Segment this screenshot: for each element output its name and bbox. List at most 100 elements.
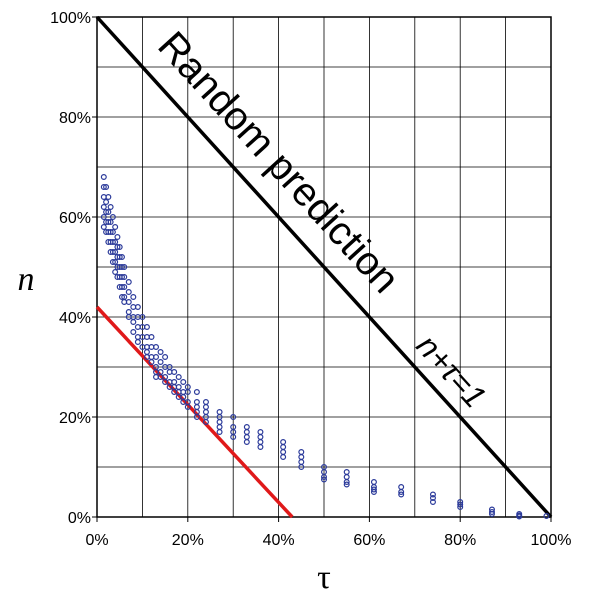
- scatter-point: [180, 379, 187, 386]
- scatter-point: [107, 204, 114, 211]
- scatter-point: [298, 464, 305, 471]
- scatter-point: [343, 474, 350, 481]
- y-tick-label: 100%: [50, 10, 91, 27]
- scatter-point: [107, 219, 114, 226]
- scatter-point: [202, 409, 209, 416]
- scatter-point: [134, 339, 141, 346]
- scatter-point: [202, 399, 209, 406]
- scatter-point: [118, 264, 125, 271]
- scatter-point: [118, 254, 125, 261]
- scatter-point: [398, 484, 405, 491]
- scatter-point: [298, 459, 305, 466]
- scatter-point: [457, 501, 464, 508]
- scatter-point: [134, 304, 141, 311]
- scatter-point: [257, 429, 264, 436]
- scatter-point: [243, 439, 250, 446]
- scatter-point: [107, 229, 114, 236]
- x-tick-label: 100%: [531, 532, 572, 549]
- scatter-point: [429, 495, 436, 502]
- scatter-points: [100, 174, 550, 520]
- scatter-point: [216, 419, 223, 426]
- scatter-point: [243, 424, 250, 431]
- scatter-point: [112, 249, 119, 256]
- scatter-point: [109, 214, 116, 221]
- scatter-point: [114, 234, 121, 241]
- scatter-point: [105, 219, 112, 226]
- x-tick-label: 40%: [263, 532, 295, 549]
- scatter-point: [488, 511, 495, 518]
- scatter-point: [130, 294, 137, 301]
- scatter-point: [202, 419, 209, 426]
- scatter-point: [130, 319, 137, 326]
- scatter-point: [343, 479, 350, 486]
- scatter-point: [171, 369, 178, 376]
- scatter-point: [321, 474, 328, 481]
- scatter-point: [429, 491, 436, 498]
- scatter-point: [125, 279, 132, 286]
- scatter-point: [280, 439, 287, 446]
- scatter-point: [488, 509, 495, 516]
- scatter-point: [103, 184, 110, 191]
- scatter-point: [103, 199, 110, 206]
- scatter-point: [280, 449, 287, 456]
- random-prediction-line: [95, 15, 553, 519]
- scatter-point: [193, 389, 200, 396]
- scatter-point: [105, 209, 112, 216]
- scatter-point: [193, 414, 200, 421]
- scatter-point: [121, 284, 128, 291]
- scatter-point: [125, 299, 132, 306]
- scatter-point: [100, 174, 107, 181]
- scatter-point: [114, 244, 121, 251]
- scatter-point: [193, 404, 200, 411]
- scatter-point: [105, 194, 112, 201]
- x-axis-label: τ: [317, 559, 331, 596]
- scatter-point: [157, 359, 164, 366]
- scatter-point: [121, 264, 128, 271]
- scatter-point: [153, 344, 160, 351]
- scatter-point: [321, 476, 328, 483]
- scatter-point: [184, 389, 191, 396]
- scatter-point: [118, 274, 125, 281]
- scatter-point: [230, 434, 237, 441]
- annotation-formula: n+τ=1: [410, 328, 494, 415]
- scatter-point: [112, 269, 119, 276]
- scatter-point: [143, 349, 150, 356]
- scatter-point: [398, 491, 405, 498]
- scatter-point: [116, 254, 123, 261]
- scatter-point: [148, 334, 155, 341]
- scatter-point: [109, 229, 116, 236]
- scatter-point: [370, 479, 377, 486]
- scatter-point: [109, 239, 116, 246]
- scatter-point: [112, 224, 119, 231]
- scatter-point: [175, 374, 182, 381]
- scatter-point: [125, 309, 132, 316]
- scatter-point: [280, 444, 287, 451]
- scatter-point: [100, 224, 107, 231]
- scatter-point: [280, 454, 287, 461]
- scatter-point: [202, 404, 209, 411]
- scatter-point: [153, 354, 160, 361]
- x-tick-label: 0%: [85, 532, 108, 549]
- y-tick-label: 40%: [59, 310, 91, 327]
- y-tick-label: 80%: [59, 110, 91, 127]
- scatter-point: [112, 239, 119, 246]
- scatter-point: [343, 481, 350, 488]
- scatter-point: [343, 469, 350, 476]
- scatter-point: [139, 314, 146, 321]
- tick-labels: 0% 20% 40% 60% 80% 100% 0% 20% 40% 60% 80% 100%: [50, 10, 571, 549]
- scatter-point: [109, 259, 116, 266]
- scatter-point: [370, 489, 377, 496]
- scatter-point: [230, 414, 237, 421]
- scatter-point: [257, 444, 264, 451]
- scatter-point: [148, 359, 155, 366]
- scatter-point: [112, 259, 119, 266]
- scatter-point: [298, 454, 305, 461]
- y-tick-label: 20%: [59, 410, 91, 427]
- scatter-point: [162, 354, 169, 361]
- scatter-point: [193, 399, 200, 406]
- y-tick-label: 60%: [59, 210, 91, 227]
- scatter-point: [100, 184, 107, 191]
- scatter-point: [109, 249, 116, 256]
- x-tick-label: 20%: [172, 532, 204, 549]
